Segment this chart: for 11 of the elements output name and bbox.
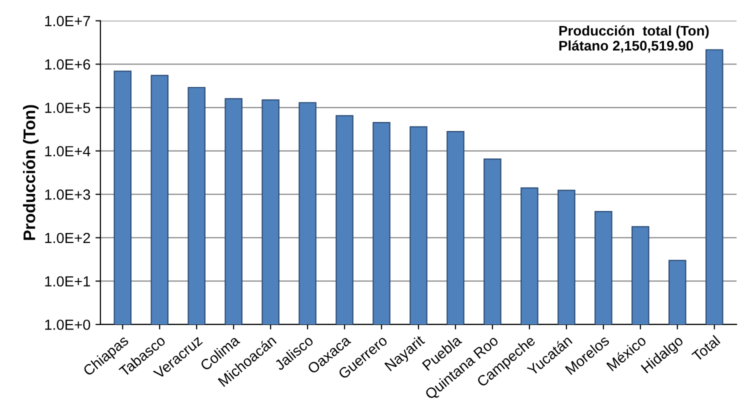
y-tick-label: 1.0E+2 [45, 232, 90, 244]
y-tick-label: 1.0E+7 [45, 16, 90, 26]
y-tick-label: 1.0E+0 [45, 320, 90, 330]
annotation: Producción total (Ton) Plátano 2,150,519.90 [559, 25, 709, 53]
y-tick-label: 1.0E+4 [45, 146, 90, 156]
y-axis-title: Producción (Ton) [22, 105, 39, 240]
y-tick-label: 1.0E+3 [45, 189, 90, 200]
y-tick-label: 1.0E+6 [45, 59, 90, 70]
y-tick-label: 1.0E+1 [45, 276, 90, 287]
y-tick-label: 1.0E+5 [45, 102, 90, 113]
x-tick-label: Total [691, 334, 721, 362]
